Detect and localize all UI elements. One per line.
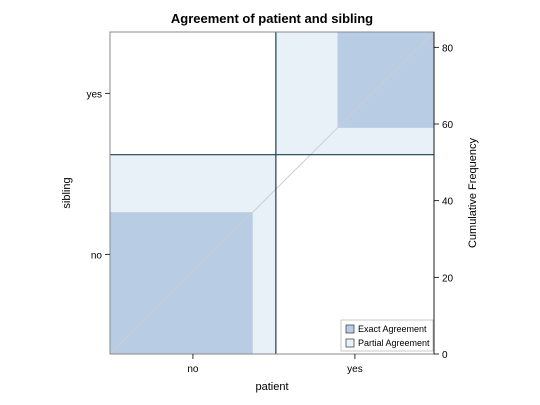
x-tick-label: no bbox=[187, 364, 199, 375]
y2-tick-label: 60 bbox=[442, 120, 454, 131]
y-axis: no yes bbox=[86, 89, 110, 261]
x-axis-title: patient bbox=[255, 381, 288, 393]
clear-no-right bbox=[264, 220, 276, 354]
legend-swatch-partial bbox=[345, 338, 355, 348]
y2-tick-label: 0 bbox=[442, 350, 448, 361]
y2-tick-label: 40 bbox=[442, 197, 454, 208]
y-tick-label: yes bbox=[86, 89, 102, 100]
y2-tick-label: 20 bbox=[442, 273, 454, 284]
legend-label-partial: Partial Agreement bbox=[358, 338, 430, 348]
y-tick-label: no bbox=[91, 250, 103, 261]
chart-title: Agreement of patient and sibling bbox=[171, 11, 373, 26]
legend-swatch-exact bbox=[345, 324, 355, 334]
y2-axis: 0 20 40 60 80 bbox=[433, 32, 454, 361]
y2-axis-title: Cumulative Frequency bbox=[467, 137, 479, 248]
diagonal-line bbox=[109, 31, 435, 355]
y2-tick-label: 80 bbox=[442, 43, 454, 54]
y-axis-title: sibling bbox=[61, 177, 73, 208]
x-tick-label: yes bbox=[347, 364, 363, 375]
legend: Exact Agreement Partial Agreement bbox=[340, 319, 434, 352]
legend-label-exact: Exact Agreement bbox=[358, 324, 427, 334]
legend-box bbox=[340, 319, 434, 352]
x-axis: no yes bbox=[187, 354, 363, 375]
plot-area bbox=[109, 31, 435, 355]
